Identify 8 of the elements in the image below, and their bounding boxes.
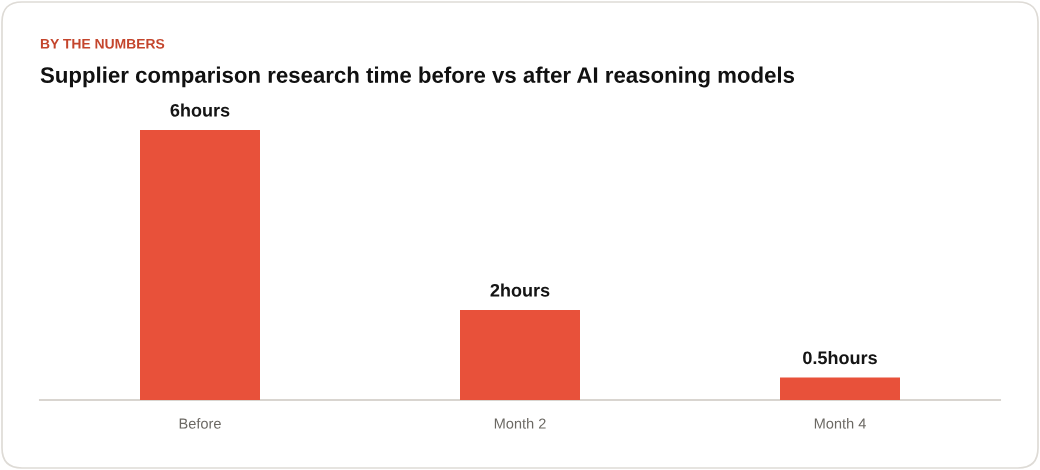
x-tick-label: Month 4 [814,418,866,429]
chart-subtitle: BY THE NUMBERS [40,38,165,49]
data-label: 6hours [170,103,230,117]
x-tick-label: Month 2 [494,418,546,429]
x-tick-label: Before [179,418,221,429]
data-label: 0.5hours [803,350,877,365]
chart-title: Supplier comparison research time before vs after AI reasoning models [40,66,795,88]
data-label: 2hours [490,283,550,297]
